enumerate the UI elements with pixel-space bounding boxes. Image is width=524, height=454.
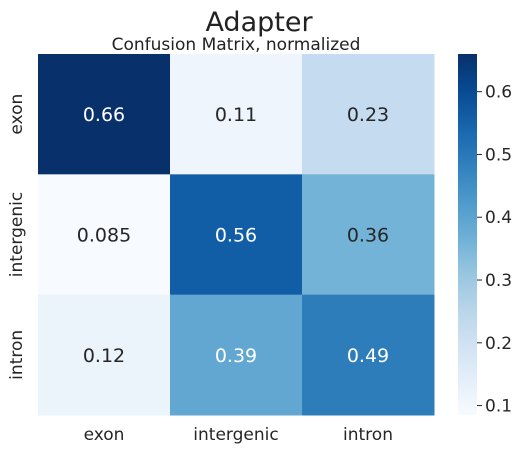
cell-value-label: 0.11 — [215, 104, 257, 126]
cell-value-label: 0.085 — [77, 225, 131, 247]
heatmap-cell — [302, 294, 435, 416]
column-tick-label: exon — [84, 425, 125, 445]
heatmap-cell — [38, 54, 171, 175]
colorbar-tick-label: 0.1 — [485, 397, 512, 417]
cell-value-label: 0.36 — [347, 225, 389, 247]
row-tick-label: intergenic — [7, 192, 27, 277]
column-tick-label: intergenic — [193, 425, 278, 445]
column-tick-label: intron — [343, 425, 393, 445]
cell-value-label: 0.49 — [347, 345, 389, 367]
cell-value-label: 0.66 — [83, 104, 125, 126]
heatmap-cell — [170, 294, 303, 416]
row-tick-labels: exon intergenic intron — [7, 94, 27, 380]
row-tick-label: exon — [7, 94, 27, 135]
heatmap-cell — [302, 174, 435, 296]
chart-title: Adapter — [205, 7, 313, 38]
colorbar-tick-label: 0.2 — [485, 334, 512, 354]
colorbar-tick-label: 0.4 — [485, 208, 512, 228]
cell-value-label: 0.56 — [215, 225, 257, 247]
colorbar-tick-label: 0.3 — [485, 271, 512, 291]
cell-value-label: 0.12 — [83, 345, 125, 367]
heatmap-cell — [38, 174, 171, 296]
heatmap-cell — [170, 54, 303, 175]
heatmap-cell — [38, 294, 171, 416]
chart-subtitle: Confusion Matrix, normalized — [112, 35, 361, 55]
colorbar-tick-label: 0.5 — [485, 145, 512, 165]
heatmap-cells: 0.66 0.11 0.23 0.085 0.56 0.36 0.12 0.39 0.49 — [38, 54, 435, 416]
row-tick-label: intron — [7, 330, 27, 380]
colorbar-gradient — [458, 54, 477, 415]
colorbar-tick-label: 0.6 — [485, 83, 512, 103]
cell-value-label: 0.23 — [347, 104, 389, 126]
colorbar: 0.1 0.2 0.3 0.4 0.5 0.6 — [458, 54, 512, 417]
heatmap-cell — [302, 54, 435, 175]
column-tick-labels: exon intergenic intron — [84, 425, 393, 445]
cell-value-label: 0.39 — [215, 345, 257, 367]
heatmap-cell — [170, 174, 303, 296]
